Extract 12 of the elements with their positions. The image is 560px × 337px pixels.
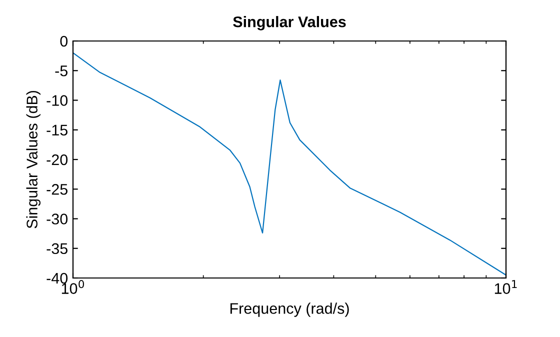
x-axis-title: Frequency (rad/s) [230,302,349,317]
y-axis-title: Singular Values (dB) [26,90,41,228]
x-tick-label: 10$^{1}$ [494,280,517,294]
y-tick-label: -20 [46,154,68,166]
chart-title: Singular Values [233,16,346,30]
y-tick-label: -25 [46,184,68,195]
y-tick-label: -30 [46,214,68,224]
y-tick-label: 0 [60,36,68,47]
y-tick-label: -5 [55,66,68,76]
y-tick-label: -10 [46,95,68,106]
y-tick-label: -15 [46,124,68,136]
y-tick-label: -35 [46,243,68,254]
